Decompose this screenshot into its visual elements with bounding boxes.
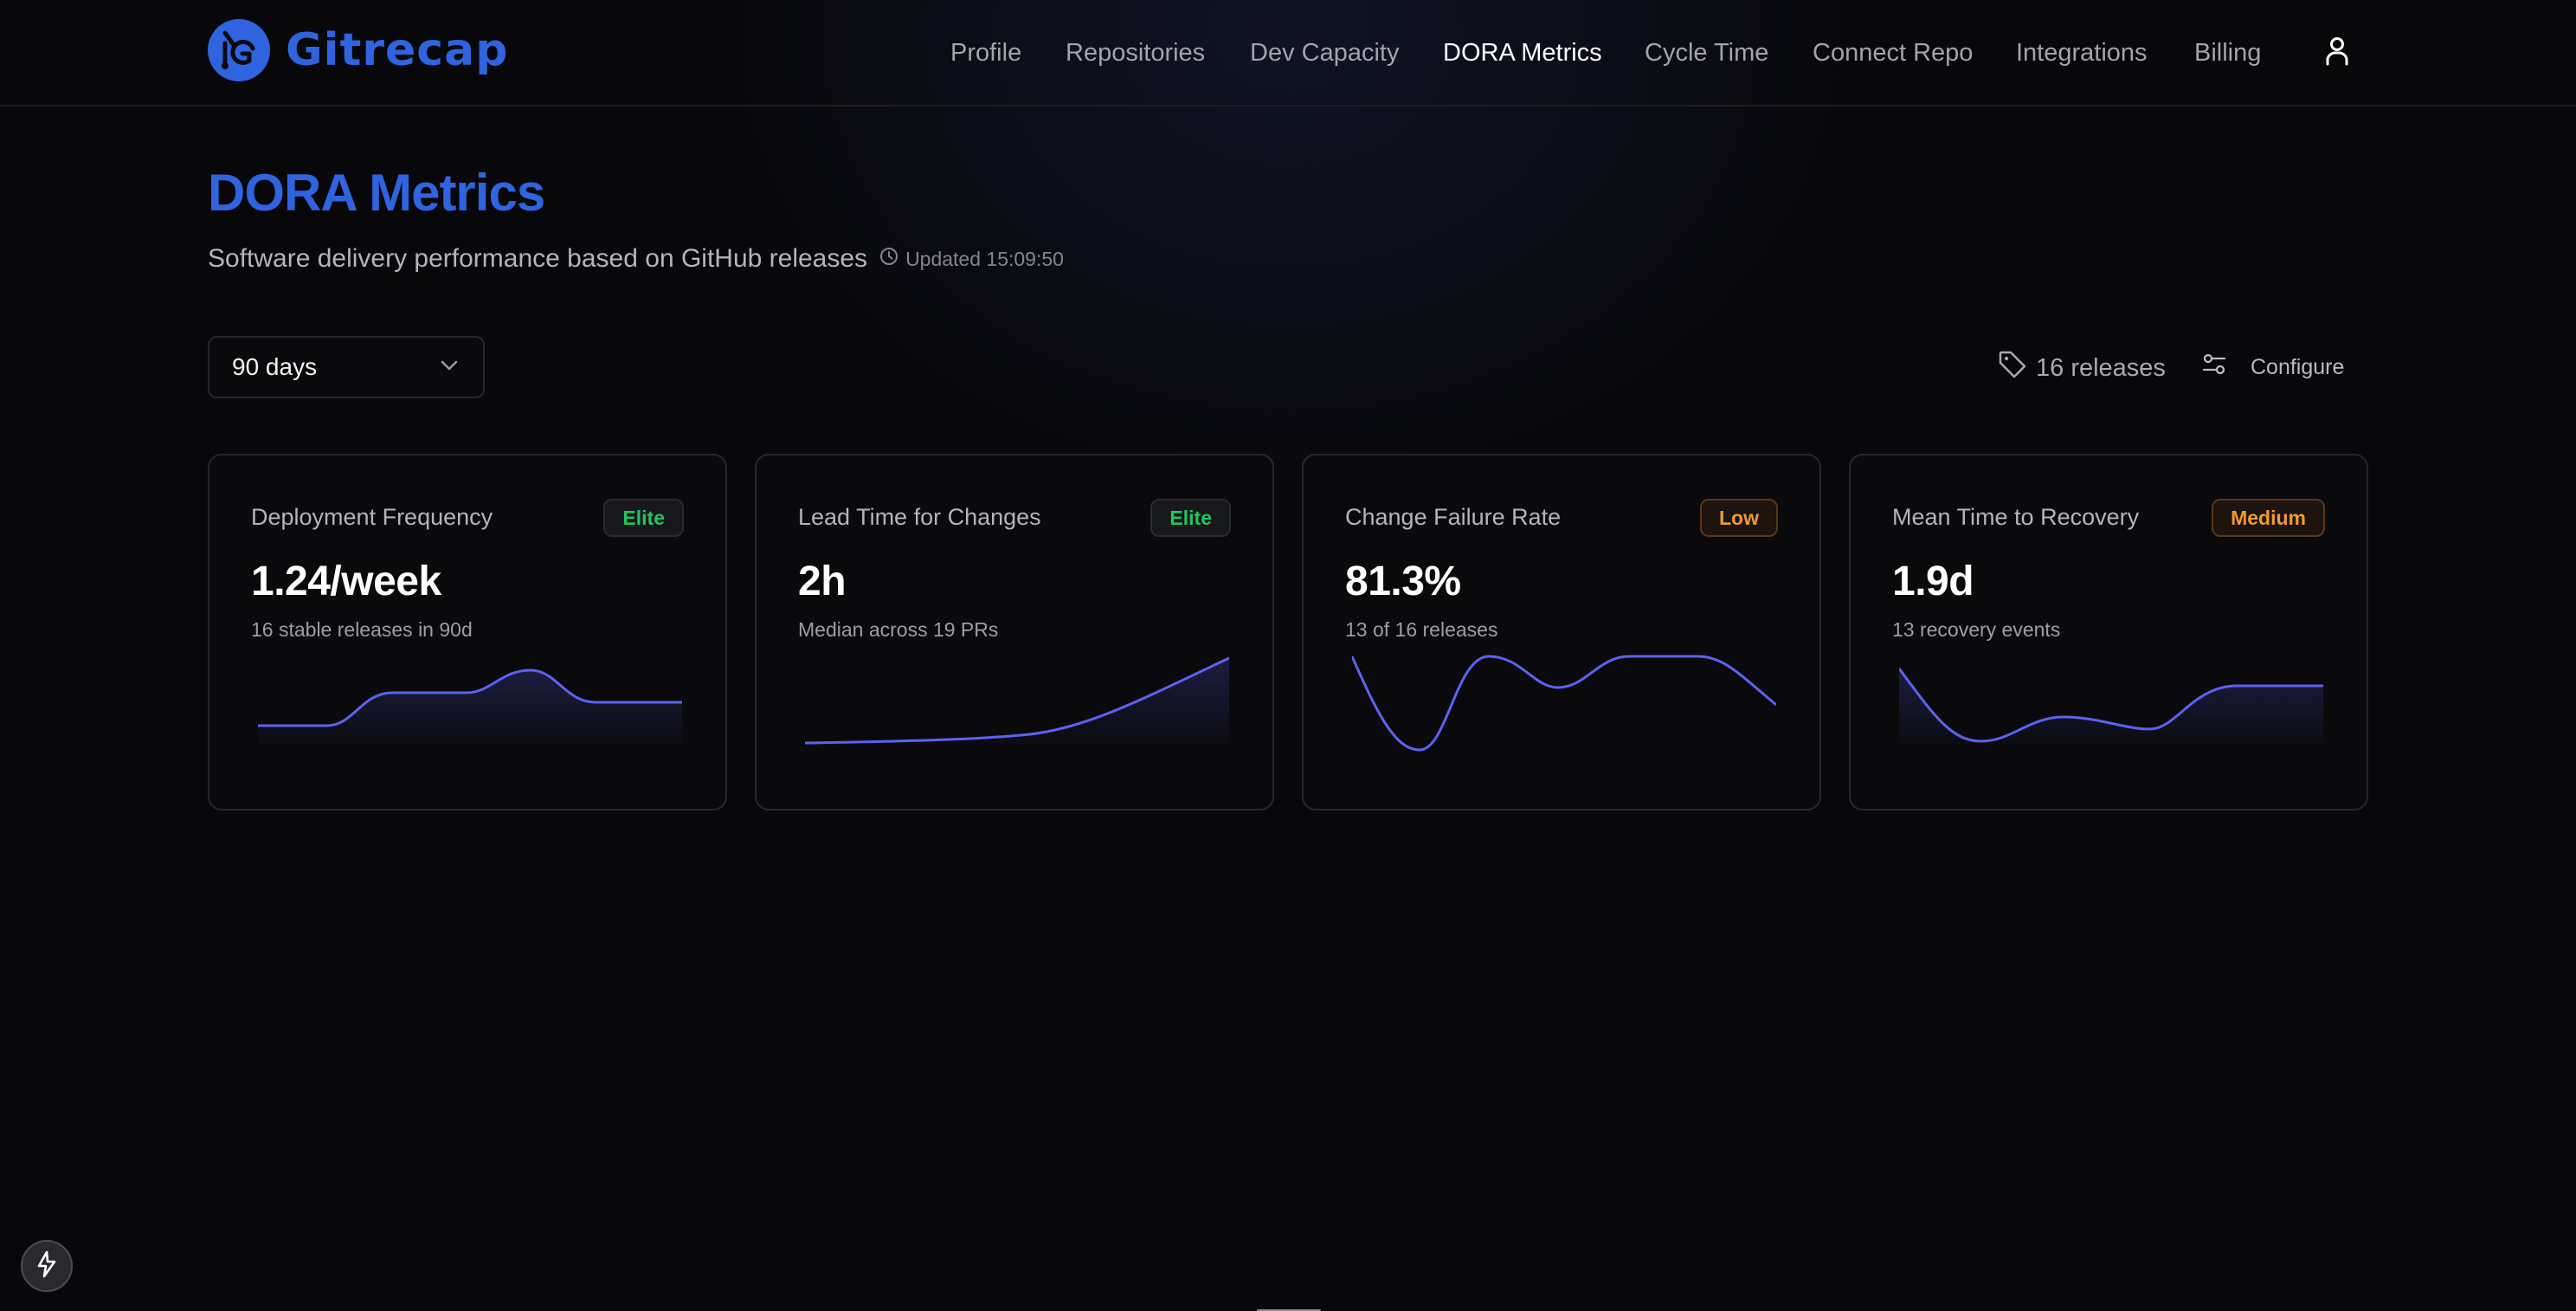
nav-billing[interactable]: Billing <box>2194 39 2262 67</box>
gitrecap-logo-icon <box>208 19 270 81</box>
updated-time: Updated 15:09:50 <box>905 247 1064 270</box>
releases-count: 16 releases <box>1998 350 2166 386</box>
nav-integrations[interactable]: Integrations <box>2016 39 2148 67</box>
card-subtext: 13 recovery events <box>1892 618 2061 641</box>
nav-dora-metrics[interactable]: DORA Metrics <box>1443 39 1602 67</box>
metric-card-deployment-frequency[interactable]: Deployment Frequency Elite 1.24/week 16 … <box>208 454 727 810</box>
page-subtitle: Software delivery performance based on G… <box>208 244 868 273</box>
metric-card-lead-time[interactable]: Lead Time for Changes Elite 2h Median ac… <box>755 454 1274 810</box>
logo[interactable]: Gitrecap <box>208 19 508 81</box>
clock-icon <box>879 247 898 271</box>
card-subtext: 13 of 16 releases <box>1345 618 1498 641</box>
nav-connect-repo[interactable]: Connect Repo <box>1813 39 1974 67</box>
sliders-icon <box>2202 352 2226 383</box>
sparkline-chart <box>1352 655 1776 752</box>
status-badge: Low <box>1700 499 1778 537</box>
quick-action-button[interactable] <box>21 1240 73 1292</box>
card-value: 1.24/week <box>251 559 441 604</box>
page-title: DORA Metrics <box>208 164 545 222</box>
sparkline-chart <box>258 668 682 750</box>
card-subtext: 16 stable releases in 90d <box>251 618 473 641</box>
card-value: 2h <box>798 559 847 604</box>
nav-dev-capacity[interactable]: Dev Capacity <box>1250 39 1400 67</box>
nav-repositories[interactable]: Repositories <box>1066 39 1206 67</box>
card-title: Lead Time for Changes <box>798 504 1041 530</box>
status-badge: Medium <box>2212 499 2325 537</box>
sparkline-chart <box>1899 668 2323 750</box>
card-value: 1.9d <box>1892 559 1974 604</box>
status-badge: Elite <box>603 499 684 537</box>
status-badge: Elite <box>1150 499 1231 537</box>
user-icon[interactable] <box>2325 36 2349 66</box>
card-title: Deployment Frequency <box>251 504 493 530</box>
scroll-handle[interactable] <box>1257 1309 1321 1311</box>
time-range-value: 90 days <box>232 353 318 380</box>
configure-label: Configure <box>2251 354 2345 379</box>
card-value: 81.3% <box>1345 559 1461 604</box>
time-range-select[interactable]: 90 days <box>208 336 485 398</box>
releases-label: 16 releases <box>2036 353 2166 382</box>
subtitle-row: Software delivery performance based on G… <box>208 244 1064 274</box>
chevron-down-icon <box>440 359 459 376</box>
app-name: Gitrecap <box>286 24 509 76</box>
nav-profile[interactable]: Profile <box>950 39 1022 67</box>
card-title: Mean Time to Recovery <box>1892 504 2140 530</box>
card-subtext: Median across 19 PRs <box>798 618 999 641</box>
metric-card-mttr[interactable]: Mean Time to Recovery Medium 1.9d 13 rec… <box>1849 454 2368 810</box>
top-navbar: Gitrecap Profile Repositories Dev Capaci… <box>0 0 2576 107</box>
configure-button[interactable]: Configure <box>2199 345 2361 390</box>
tag-icon <box>1998 350 2027 386</box>
nav-cycle-time[interactable]: Cycle Time <box>1645 39 1769 67</box>
sparkline-chart <box>805 656 1229 750</box>
main-nav: Profile Repositories Dev Capacity DORA M… <box>0 31 2576 74</box>
lightning-icon <box>35 1250 58 1282</box>
metric-card-change-failure-rate[interactable]: Change Failure Rate Low 81.3% 13 of 16 r… <box>1302 454 1821 810</box>
card-title: Change Failure Rate <box>1345 504 1562 530</box>
last-updated: Updated 15:09:50 <box>879 247 1064 271</box>
